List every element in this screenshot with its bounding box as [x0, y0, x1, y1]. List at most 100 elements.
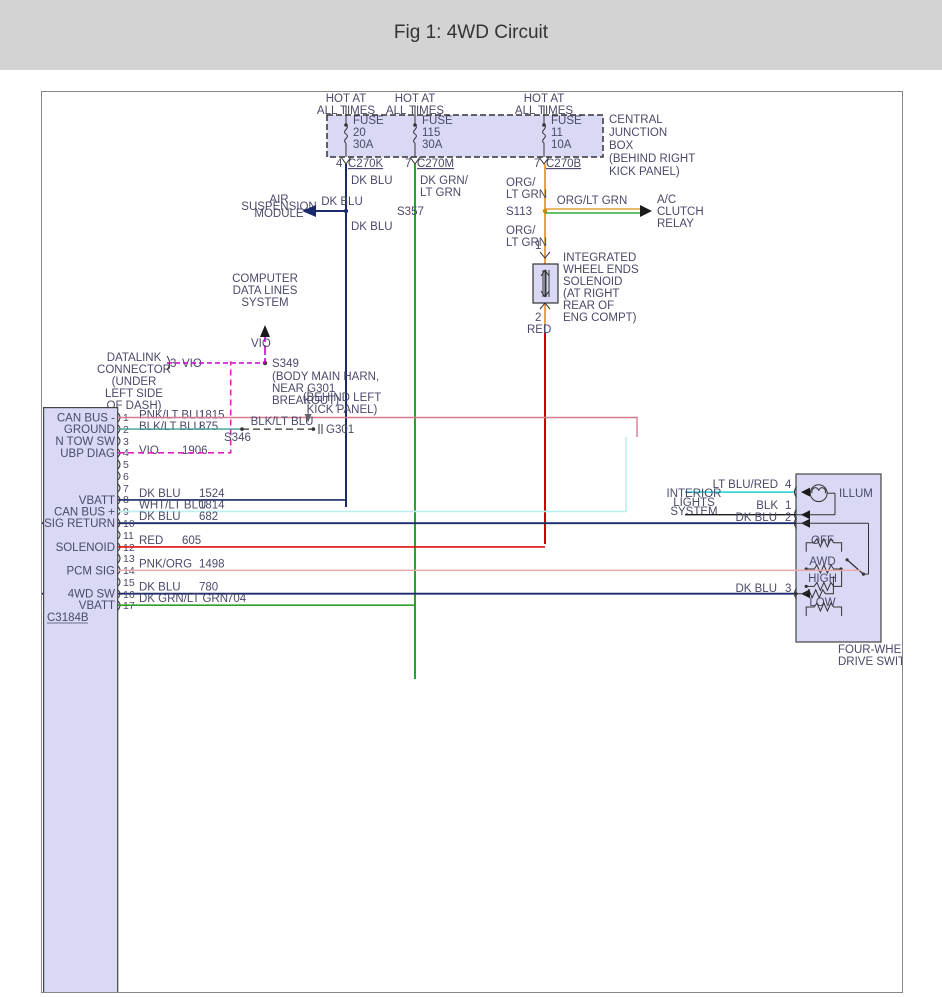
svg-text:C270K: C270K: [348, 158, 383, 170]
svg-text:VIO: VIO: [251, 338, 271, 350]
svg-text:ORG/: ORG/: [506, 225, 536, 237]
svg-text:15: 15: [123, 577, 135, 589]
svg-text:4: 4: [336, 158, 343, 170]
svg-text:875: 875: [199, 421, 218, 433]
svg-text:(BODY MAIN HARN,: (BODY MAIN HARN,: [272, 371, 379, 383]
svg-text:VBATT: VBATT: [79, 495, 115, 507]
svg-text:7: 7: [405, 158, 411, 170]
svg-text:3: 3: [170, 358, 176, 370]
svg-text:1524: 1524: [199, 488, 225, 500]
svg-text:SOLENOID: SOLENOID: [563, 276, 622, 288]
svg-text:2: 2: [535, 312, 541, 324]
svg-text:CAN BUS -: CAN BUS -: [57, 413, 115, 425]
svg-text:VIO: VIO: [182, 358, 202, 370]
svg-text:SYSTEM: SYSTEM: [670, 506, 717, 518]
svg-text:PNK/LT BLU: PNK/LT BLU: [139, 410, 204, 422]
svg-text:DK BLU: DK BLU: [735, 512, 777, 524]
svg-text:COMPUTER: COMPUTER: [232, 273, 298, 285]
svg-text:SIG RETURN: SIG RETURN: [44, 518, 115, 530]
svg-text:UBP DIAG: UBP DIAG: [60, 448, 115, 460]
svg-text:WHT/LT BLU: WHT/LT BLU: [139, 499, 206, 511]
svg-text:(BEHIND RIGHT: (BEHIND RIGHT: [609, 153, 695, 165]
svg-text:PCM SIG: PCM SIG: [66, 565, 115, 577]
svg-text:N TOW SW: N TOW SW: [55, 436, 115, 448]
svg-text:LEFT SIDE: LEFT SIDE: [105, 388, 163, 400]
svg-text:C3184B: C3184B: [47, 612, 89, 624]
svg-text:A/C: A/C: [657, 194, 676, 206]
svg-text:LT GRN: LT GRN: [420, 187, 461, 199]
svg-text:DK BLU: DK BLU: [139, 582, 181, 594]
svg-text:RED: RED: [527, 324, 551, 336]
svg-text:VBATT: VBATT: [79, 600, 115, 612]
svg-text:10: 10: [123, 518, 135, 530]
svg-text:BLK: BLK: [756, 500, 778, 512]
svg-text:1815: 1815: [199, 410, 225, 422]
svg-text:ORG/LT GRN: ORG/LT GRN: [557, 195, 628, 207]
svg-text:RED: RED: [139, 535, 163, 547]
svg-text:FOUR-WHEEL: FOUR-WHEEL: [838, 644, 902, 656]
svg-text:DATALINK: DATALINK: [107, 352, 162, 364]
svg-text:1: 1: [785, 500, 791, 512]
svg-text:14: 14: [123, 565, 135, 577]
svg-text:30A: 30A: [353, 139, 374, 151]
svg-text:LT GRN: LT GRN: [506, 189, 547, 201]
svg-text:S346: S346: [224, 432, 251, 444]
svg-text:DK BLU: DK BLU: [139, 488, 181, 500]
svg-text:RELAY: RELAY: [657, 218, 694, 230]
svg-text:CLUTCH: CLUTCH: [657, 206, 704, 218]
svg-text:FUSE: FUSE: [353, 115, 384, 127]
svg-text:13: 13: [123, 553, 135, 565]
svg-text:GROUND: GROUND: [64, 424, 115, 436]
svg-text:1498: 1498: [199, 558, 225, 570]
svg-text:HOT AT: HOT AT: [524, 93, 564, 105]
svg-text:KICK PANEL): KICK PANEL): [307, 404, 378, 416]
svg-text:CAN BUS +: CAN BUS +: [54, 506, 115, 518]
svg-text:INTEGRATED: INTEGRATED: [563, 252, 636, 264]
svg-text:BLK/LT BLU: BLK/LT BLU: [139, 421, 202, 433]
svg-text:1: 1: [535, 240, 541, 252]
svg-text:6: 6: [123, 471, 129, 483]
svg-text:S349: S349: [272, 358, 299, 370]
svg-text:S357: S357: [397, 206, 424, 218]
svg-text:780: 780: [199, 582, 218, 594]
svg-text:ILLUM: ILLUM: [839, 488, 873, 500]
svg-text:682: 682: [199, 511, 218, 523]
svg-text:ENG COMPT): ENG COMPT): [563, 312, 637, 324]
svg-text:FUSE: FUSE: [551, 115, 582, 127]
svg-text:DK GRN/: DK GRN/: [420, 175, 469, 187]
svg-text:605: 605: [182, 535, 201, 547]
svg-text:FUSE: FUSE: [422, 115, 453, 127]
svg-text:DK GRN/LT GRN: DK GRN/LT GRN: [139, 593, 228, 605]
svg-text:LT BLU/RED: LT BLU/RED: [713, 479, 778, 491]
svg-text:4: 4: [785, 479, 792, 491]
svg-text:DK BLU: DK BLU: [351, 221, 393, 233]
svg-text:7: 7: [534, 158, 540, 170]
svg-text:C270M: C270M: [417, 158, 454, 170]
svg-text:1814: 1814: [199, 499, 225, 511]
svg-text:C270B: C270B: [546, 158, 581, 170]
svg-text:1906: 1906: [182, 445, 208, 457]
svg-text:JUNCTION: JUNCTION: [609, 127, 667, 139]
svg-text:2: 2: [123, 424, 129, 436]
svg-text:11: 11: [551, 127, 563, 139]
svg-text:704: 704: [227, 593, 247, 605]
svg-text:HOT AT: HOT AT: [395, 93, 435, 105]
svg-text:MODULE: MODULE: [254, 208, 304, 220]
svg-text:DATA LINES: DATA LINES: [233, 285, 298, 297]
svg-text:CENTRAL: CENTRAL: [609, 114, 663, 126]
svg-text:WHEEL ENDS: WHEEL ENDS: [563, 264, 639, 276]
svg-text:10A: 10A: [551, 139, 572, 151]
svg-text:CONNECTOR: CONNECTOR: [97, 364, 171, 376]
svg-text:DRIVE SWITCH: DRIVE SWITCH: [838, 656, 902, 668]
svg-text:BLK/LT BLU: BLK/LT BLU: [251, 416, 314, 428]
svg-text:VIO: VIO: [139, 445, 159, 457]
svg-text:20: 20: [353, 127, 366, 139]
svg-text:2: 2: [785, 512, 791, 524]
svg-text:S113: S113: [506, 206, 532, 218]
svg-text:ORG/: ORG/: [506, 177, 536, 189]
svg-text:HOT AT: HOT AT: [326, 93, 366, 105]
svg-text:DK BLU: DK BLU: [139, 511, 181, 523]
svg-text:SYSTEM: SYSTEM: [241, 297, 288, 309]
svg-text:(AT RIGHT: (AT RIGHT: [563, 288, 619, 300]
svg-text:KICK PANEL): KICK PANEL): [609, 166, 680, 178]
